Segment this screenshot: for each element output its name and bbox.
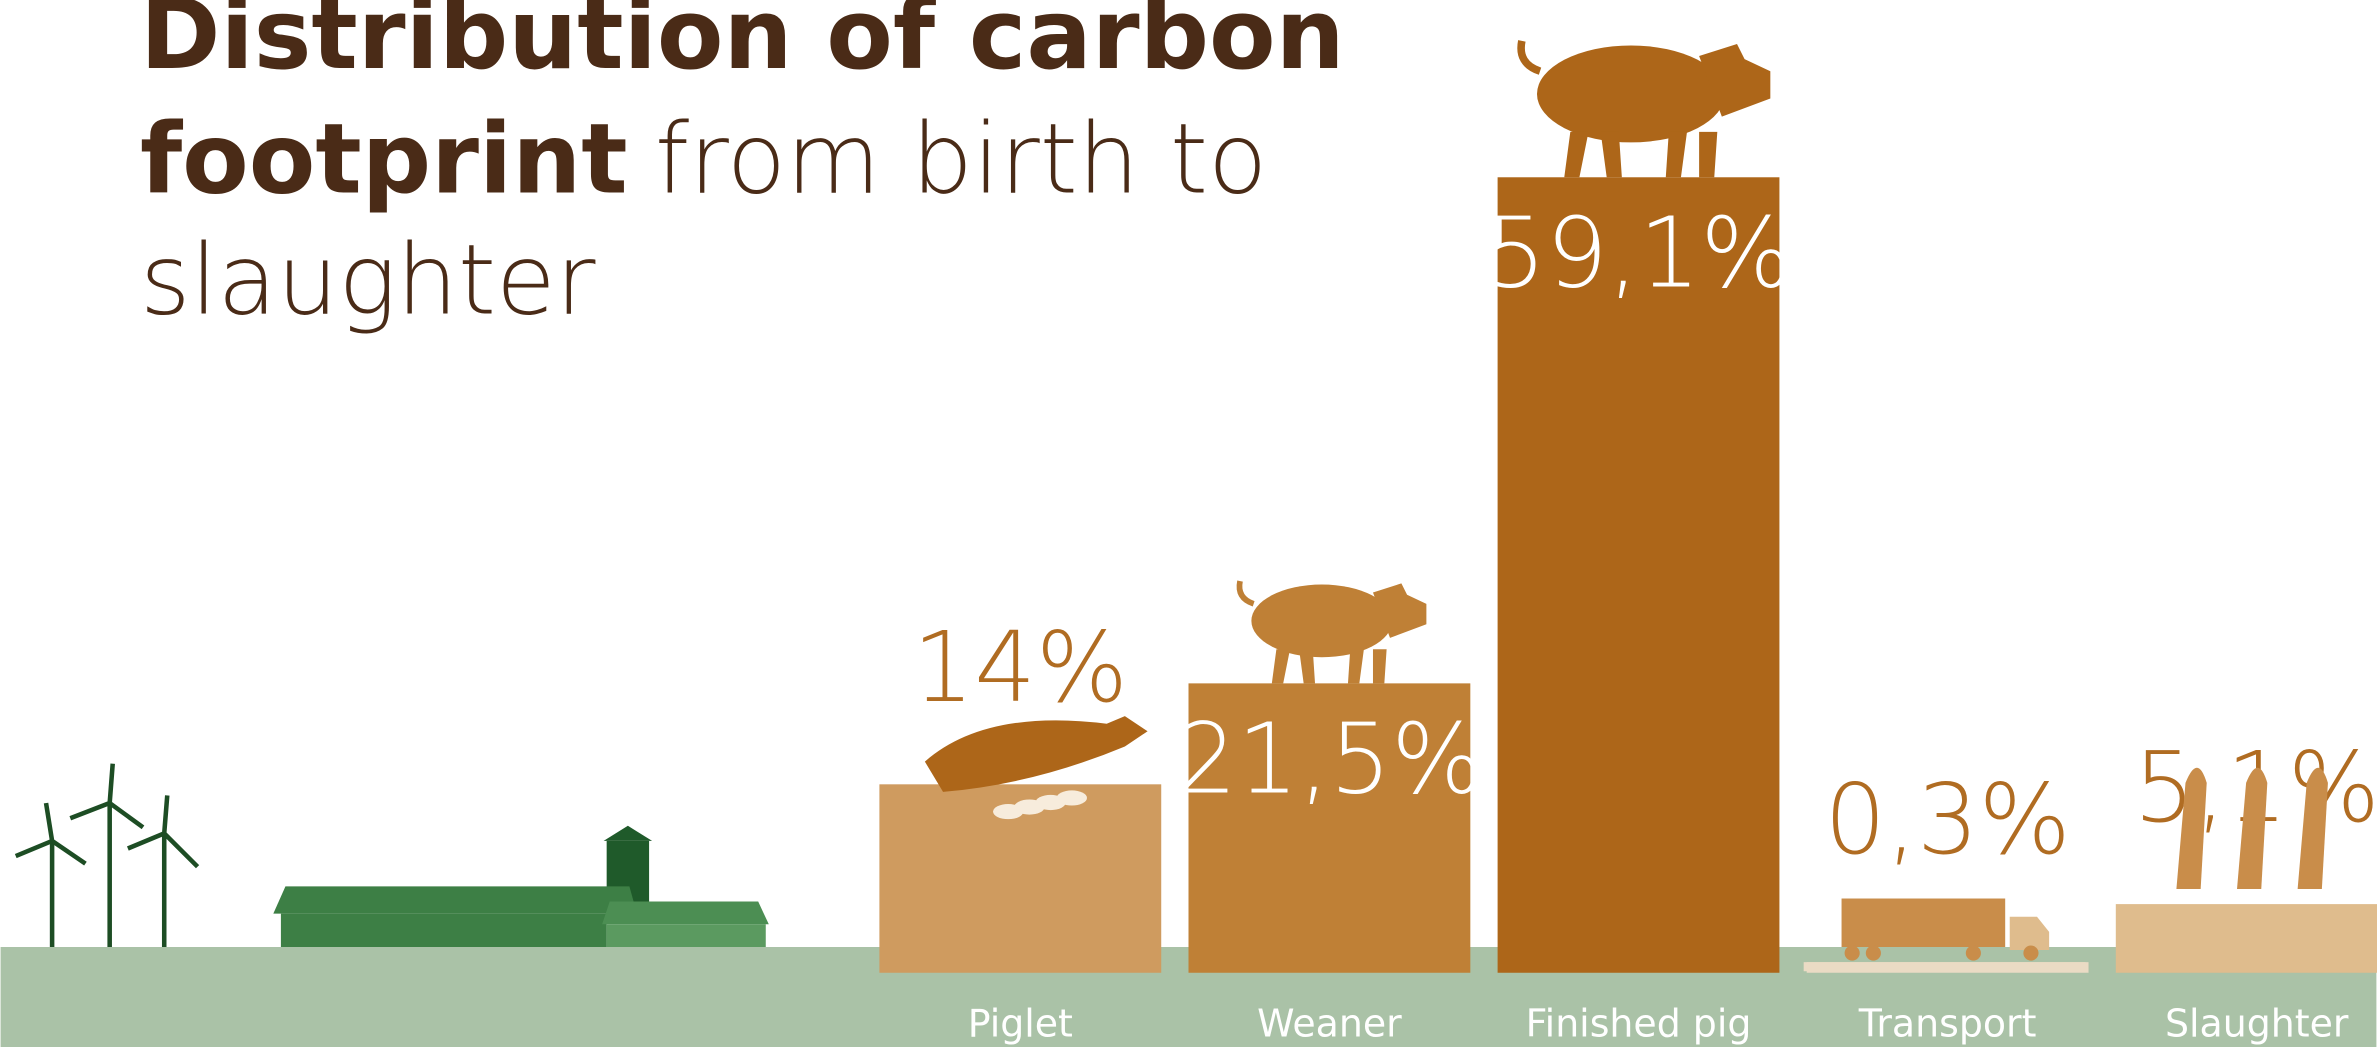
- value-label: 0,3%: [1824, 763, 2070, 876]
- pig-tail: [1517, 40, 1542, 75]
- category-label: Transport: [1858, 1001, 2037, 1045]
- bar: [2115, 904, 2377, 973]
- bar: [1497, 177, 1780, 973]
- pig-body: [1536, 45, 1725, 143]
- title-line-2: footprint from birth to: [140, 102, 1267, 215]
- category-label: Finished pig: [1526, 1001, 1752, 1045]
- category-label: Piglet: [968, 1001, 1073, 1045]
- carcass: [2237, 767, 2268, 889]
- sow-icon: [924, 716, 1148, 820]
- title-bold-1: Distribution of carbon: [140, 0, 1345, 91]
- carcass: [2297, 767, 2328, 889]
- pig-head: [1699, 43, 1771, 117]
- wind-turbines: [14, 763, 200, 947]
- pig-legs: [1271, 649, 1387, 684]
- title-light-1: from birth to: [655, 102, 1268, 215]
- bar: [1806, 962, 2089, 973]
- bar: [1188, 683, 1471, 973]
- barn: [273, 825, 769, 947]
- piglet: [1056, 790, 1087, 806]
- sow-body: [924, 716, 1148, 792]
- value-label: 21,5%: [1175, 702, 1483, 815]
- title-bold-2: footprint: [140, 102, 628, 215]
- title-light-2: slaughter: [140, 224, 596, 337]
- category-label: Slaughter: [2165, 1001, 2349, 1045]
- pig-tail: [1236, 580, 1255, 607]
- pig-head: [1372, 583, 1427, 638]
- pig-icon: [1517, 40, 1771, 178]
- value-label: 59,1%: [1484, 196, 1792, 309]
- category-label: Weaner: [1257, 1001, 1402, 1045]
- carcass: [2176, 767, 2207, 889]
- pig-icon: [1236, 580, 1427, 684]
- pig-body: [1251, 584, 1393, 658]
- value-label: 14%: [913, 611, 1129, 724]
- pig-legs: [1564, 131, 1718, 178]
